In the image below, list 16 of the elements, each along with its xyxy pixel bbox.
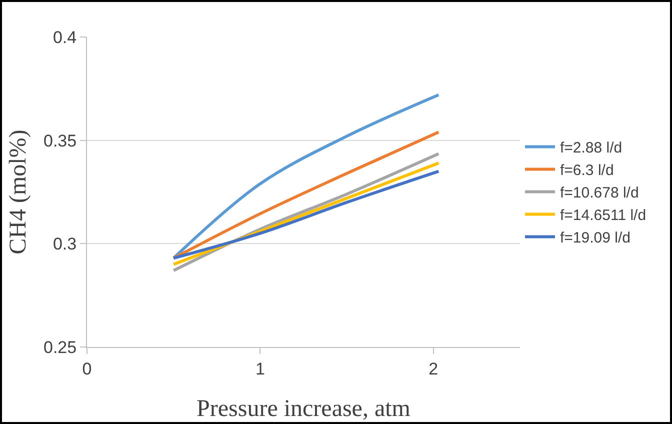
legend-label: f=6.3 l/d [560, 162, 614, 180]
legend-label: f=10.678 l/d [560, 184, 639, 202]
x-tick-label: 1 [255, 359, 265, 378]
y-tick-label: 0.35 [44, 131, 77, 150]
line-series [172, 130, 440, 260]
legend-label: f=19.09 l/d [560, 230, 630, 247]
legend-label: f=2.88 l/d [560, 140, 622, 157]
y-tick-label: 0.25 [44, 338, 77, 357]
x-tick-label: 0 [82, 359, 92, 378]
line-series [172, 93, 440, 260]
y-tick-label: 0.4 [52, 28, 77, 47]
x-axis-title: Pressure increase, atm [196, 396, 411, 422]
y-axis-title: CH4 (mol%) [6, 130, 32, 254]
y-tick-label: 0.3 [52, 234, 77, 254]
legend-label: f=14.6511 l/d [560, 207, 646, 224]
x-tick-label: 2 [428, 359, 438, 378]
